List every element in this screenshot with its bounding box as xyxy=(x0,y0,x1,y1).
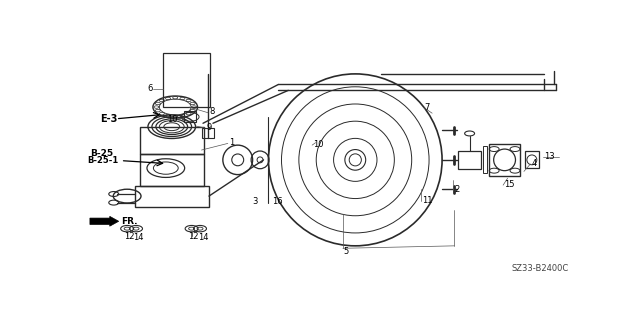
Bar xyxy=(489,144,520,176)
Text: 13: 13 xyxy=(544,152,554,161)
Text: 12: 12 xyxy=(188,232,198,241)
Text: 5: 5 xyxy=(343,248,348,256)
Text: 6: 6 xyxy=(147,84,152,93)
Bar xyxy=(140,154,204,186)
Text: 4: 4 xyxy=(531,159,536,168)
Text: 1: 1 xyxy=(229,138,234,147)
Text: 8: 8 xyxy=(209,108,214,116)
Polygon shape xyxy=(90,216,118,226)
Bar xyxy=(483,146,487,174)
Bar xyxy=(140,127,204,154)
Text: 2: 2 xyxy=(454,185,460,194)
Bar xyxy=(458,151,481,169)
Text: 14: 14 xyxy=(198,233,209,242)
Text: 10: 10 xyxy=(167,115,177,124)
Bar xyxy=(202,128,214,138)
Bar xyxy=(525,151,539,168)
Text: FR.: FR. xyxy=(121,217,137,226)
Text: E-3: E-3 xyxy=(100,114,117,124)
Text: 15: 15 xyxy=(504,180,515,189)
Text: 3: 3 xyxy=(253,197,258,206)
Text: 16: 16 xyxy=(273,197,283,206)
Text: B-25: B-25 xyxy=(90,149,113,158)
Text: 11: 11 xyxy=(422,196,433,205)
Bar xyxy=(134,186,209,206)
Bar xyxy=(163,53,211,107)
Text: 14: 14 xyxy=(134,233,144,242)
Text: 7: 7 xyxy=(425,102,430,112)
Text: SZ33-B2400C: SZ33-B2400C xyxy=(511,264,569,273)
Text: B-25-1: B-25-1 xyxy=(88,156,118,165)
Text: 10: 10 xyxy=(313,140,324,149)
Bar xyxy=(184,111,196,122)
Text: 9: 9 xyxy=(207,123,212,132)
Text: 12: 12 xyxy=(124,232,134,241)
